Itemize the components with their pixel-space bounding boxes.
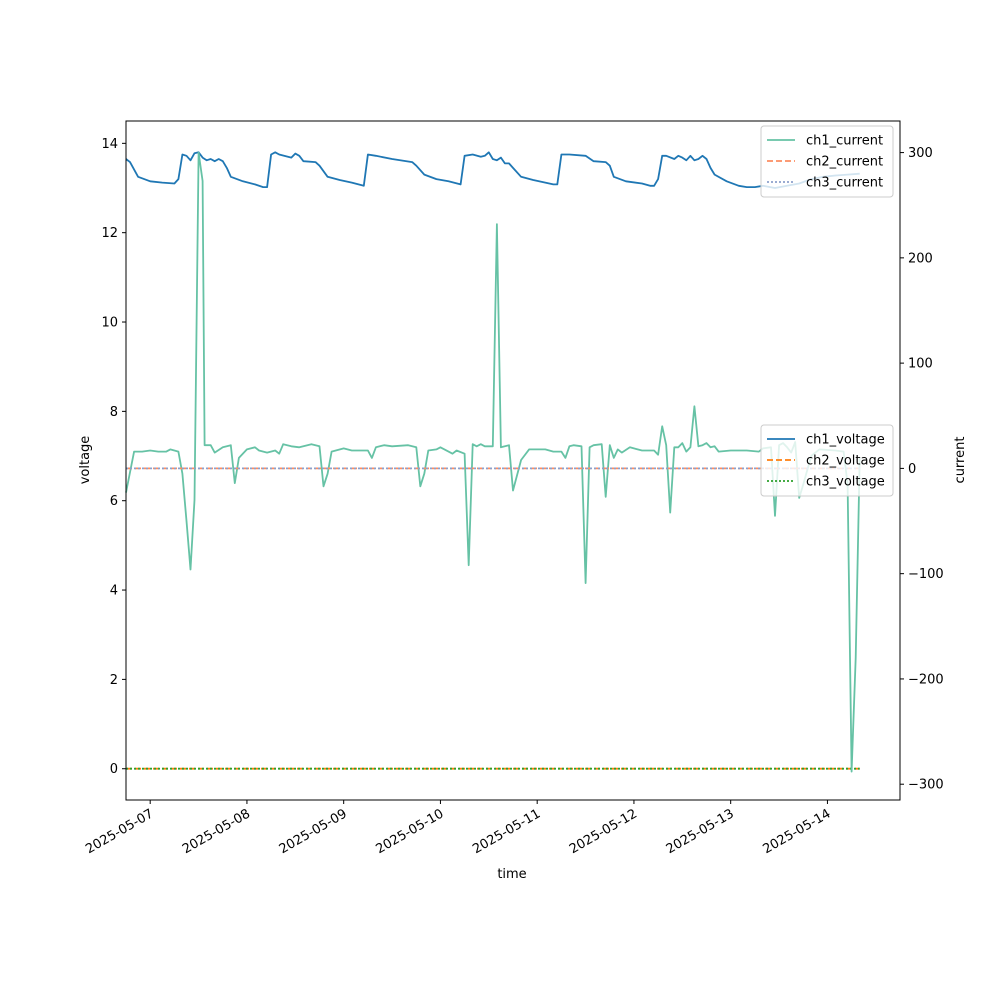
right-tick-label: 0 [908, 462, 916, 477]
ch2_current-legend-label: ch2_current [806, 155, 883, 170]
left-tick-label: 12 [101, 226, 118, 241]
right-tick-label: −100 [908, 567, 944, 582]
legend-current: ch1_current ch2_current ch3_current [760, 125, 894, 198]
left-tick-label: 6 [110, 494, 118, 509]
left-axis-ticks: 0 2 4 6 8 10 12 14 [101, 137, 126, 777]
legend-current-box [760, 125, 894, 198]
ch3_current-legend-label: ch3_current [806, 176, 883, 191]
left-tick-label: 14 [101, 137, 118, 152]
right-tick-label: 200 [908, 251, 933, 266]
left-axis-label: voltage [78, 436, 93, 485]
x-axis-label: time [497, 867, 526, 882]
right-tick-label: 300 [908, 146, 933, 161]
left-tick-label: 10 [101, 316, 118, 331]
plot-area [125, 151, 861, 773]
left-tick-label: 4 [110, 584, 118, 599]
ch2_voltage-legend-label: ch2_voltage [806, 454, 885, 469]
left-tick-label: 8 [110, 405, 118, 420]
legend-voltage-box [760, 424, 894, 497]
ch1_voltage-line [125, 151, 860, 189]
right-axis-label: current [953, 437, 968, 484]
ch1_current-line [125, 151, 861, 773]
ch1_current-legend-label: ch1_current [806, 134, 883, 149]
ch3_voltage-legend-label: ch3_voltage [806, 475, 885, 490]
left-tick-label: 0 [110, 762, 118, 777]
legend-voltage: ch1_voltage ch2_voltage ch3_voltage [760, 424, 894, 497]
axes-frame [125, 120, 901, 801]
right-tick-label: 100 [908, 357, 933, 372]
left-tick-label: 2 [110, 673, 118, 688]
ch1_voltage-legend-label: ch1_voltage [806, 433, 885, 448]
axes-border [125, 120, 901, 801]
right-axis-ticks: −300 −200 −100 0 100 200 300 [900, 146, 944, 793]
right-tick-label: −300 [908, 778, 944, 793]
right-tick-label: −200 [908, 672, 944, 687]
